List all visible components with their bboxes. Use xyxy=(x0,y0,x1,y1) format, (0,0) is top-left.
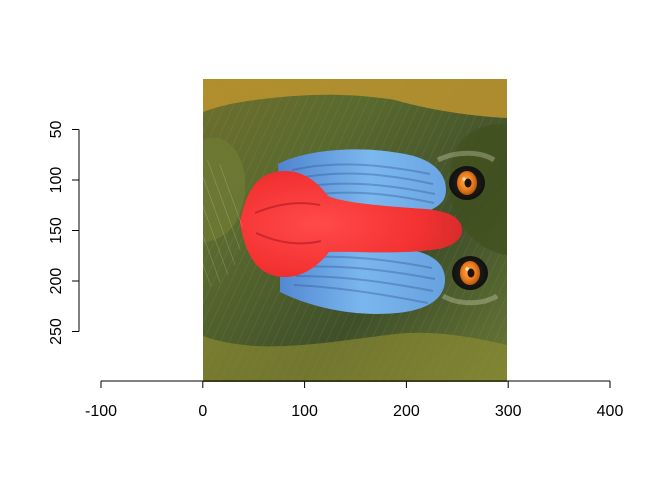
x-tick-label: 0 xyxy=(198,403,207,420)
axes: -100 0 100 200 300 400 50 100 150 200 250 xyxy=(48,121,623,421)
y-tick-label: 50 xyxy=(48,121,65,139)
red-nose-bridge xyxy=(240,171,463,278)
upper-eye xyxy=(449,166,485,200)
eye-brow-top xyxy=(436,150,496,163)
lower-eye xyxy=(452,256,488,290)
y-tick-label: 150 xyxy=(48,217,65,244)
muzzle-whiskers xyxy=(203,160,243,288)
y-tick-label: 250 xyxy=(48,318,65,345)
nose-lower-ridge xyxy=(255,232,322,245)
x-tick-label: 300 xyxy=(495,403,522,420)
nose-upper-ridge xyxy=(254,202,321,214)
lower-blue-cheek xyxy=(280,246,446,314)
x-tick-label: 400 xyxy=(597,403,624,420)
top-yellow-fur xyxy=(203,79,507,118)
bottom-yellow-fur xyxy=(203,332,507,382)
x-tick-label: 100 xyxy=(291,403,318,420)
y-tick-label: 100 xyxy=(48,167,65,194)
y-tick-label: 200 xyxy=(48,268,65,295)
x-tick-label: 200 xyxy=(393,403,420,420)
plot-image xyxy=(203,79,507,382)
eye-brow-bottom xyxy=(441,293,499,306)
x-tick-label: -100 xyxy=(85,403,117,420)
